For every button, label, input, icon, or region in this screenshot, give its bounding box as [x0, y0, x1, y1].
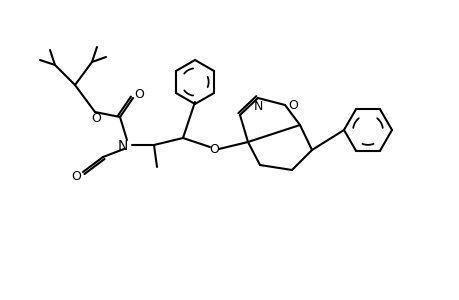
Text: O: O: [91, 112, 101, 124]
Text: O: O: [287, 98, 297, 112]
Text: O: O: [134, 88, 144, 100]
Text: N: N: [253, 100, 262, 112]
Text: O: O: [71, 170, 81, 184]
Text: O: O: [208, 142, 218, 155]
Text: N: N: [118, 139, 128, 153]
